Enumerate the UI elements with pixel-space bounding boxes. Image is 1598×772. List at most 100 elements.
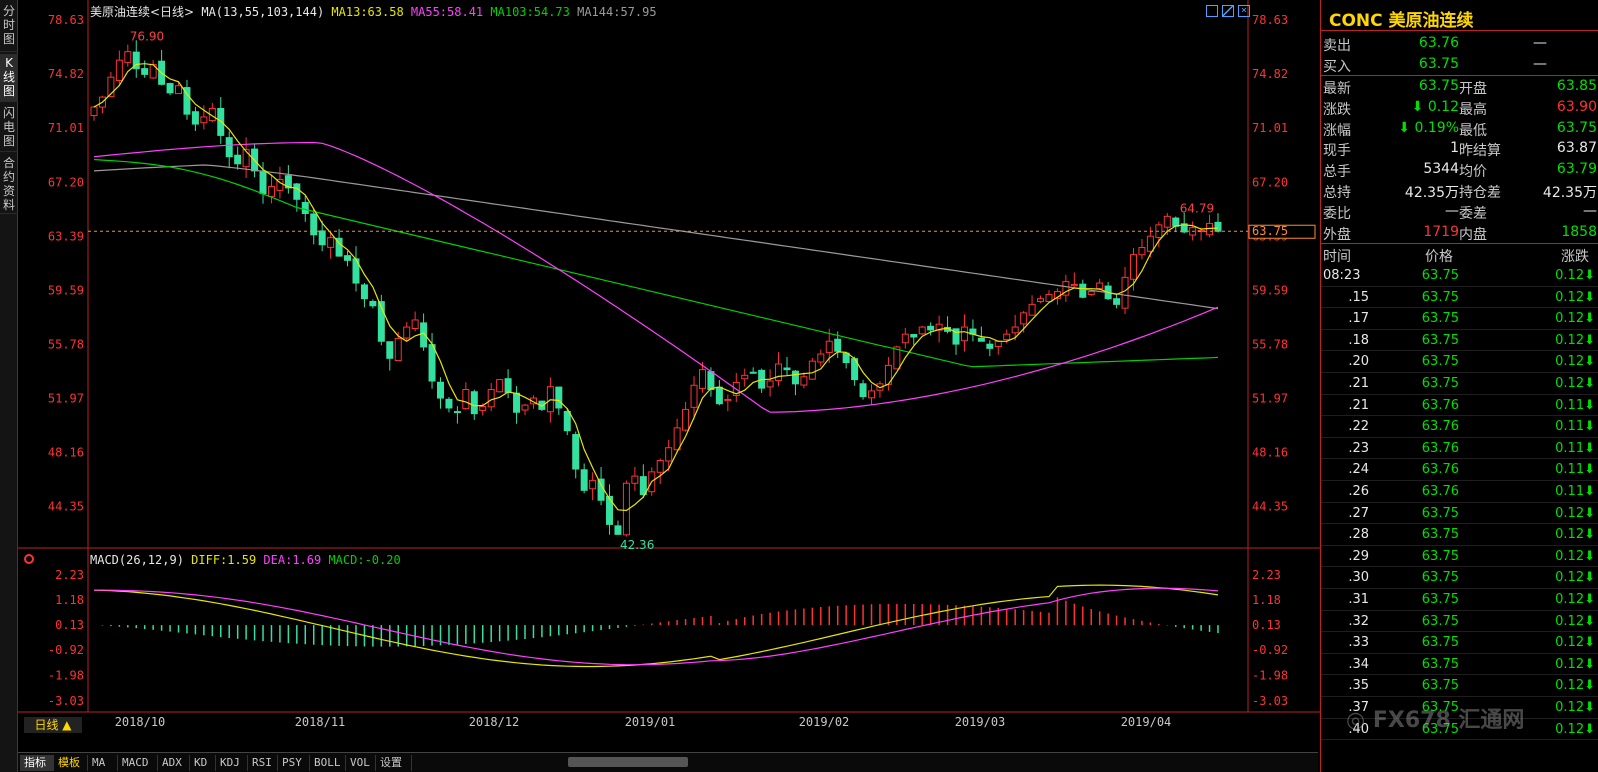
sell-label: 卖出 bbox=[1323, 38, 1351, 54]
indicator-tab-11[interactable]: 设置 bbox=[376, 755, 412, 771]
period-button[interactable]: 日线 ▲ bbox=[24, 717, 82, 733]
candle-body bbox=[1138, 247, 1146, 256]
quote-v2: 63.79 bbox=[1556, 161, 1597, 178]
tick-row: .17 63.75 0.12⬇ bbox=[1321, 308, 1598, 330]
buy-row: 买入 63.75 — bbox=[1321, 54, 1598, 75]
candle-body bbox=[994, 340, 1002, 348]
tick-p: 63.75 bbox=[1421, 376, 1459, 391]
last-price-tag: 63.75 bbox=[1252, 224, 1288, 238]
tick-t: .21 bbox=[1348, 397, 1369, 413]
candle-body bbox=[580, 469, 588, 491]
tick-p: 63.75 bbox=[1421, 289, 1459, 305]
tick-p: 63.75 bbox=[1421, 354, 1459, 370]
expand-icon[interactable] bbox=[1206, 5, 1218, 17]
ma103-value: MA103:54.73 bbox=[490, 5, 570, 19]
date-tick: 2019/03 bbox=[955, 715, 1006, 729]
candle-body bbox=[259, 170, 267, 195]
tick-row: 08:23 63.75 0.12⬇ bbox=[1321, 265, 1598, 287]
view-tab-2[interactable]: 闪电图 bbox=[0, 104, 18, 152]
candle-body bbox=[360, 284, 368, 300]
tick-c: 0.11⬇ bbox=[1555, 397, 1595, 413]
candle-body bbox=[1028, 303, 1036, 316]
price-tick-left: 44.35 bbox=[48, 500, 84, 514]
quote-l2: 最低 bbox=[1459, 122, 1487, 139]
indicator-tab-10[interactable]: VOL bbox=[346, 755, 376, 771]
tick-p: 63.75 bbox=[1421, 678, 1459, 694]
candle-body bbox=[462, 389, 470, 410]
tick-t: .23 bbox=[1348, 440, 1369, 456]
quote-row: 涨幅 ⬇ 0.19% 最低 63.75 bbox=[1321, 118, 1598, 139]
horizontal-scrollbar[interactable] bbox=[568, 757, 688, 767]
quote-row: 总手 5344 均价 63.79 bbox=[1321, 159, 1598, 180]
quote-panel: CONC 美原油连续 卖出 63.76 — 买入 63.75 — 最新 63.75… bbox=[1320, 0, 1598, 772]
tick-c: 0.12⬇ bbox=[1555, 635, 1595, 651]
zoom-icon[interactable] bbox=[1222, 5, 1234, 17]
macd-header: MACD(26,12,9) DIFF:1.59 DEA:1.69 MACD:-0… bbox=[90, 553, 401, 567]
quote-l1: 涨幅 bbox=[1323, 122, 1351, 139]
close-icon[interactable]: × bbox=[1238, 5, 1250, 17]
indicator-tab-5[interactable]: KD bbox=[190, 755, 216, 771]
tick-row: .21 63.76 0.11⬇ bbox=[1321, 395, 1598, 417]
candle-body bbox=[986, 343, 994, 349]
tick-t: .37 bbox=[1348, 700, 1369, 715]
candle-body bbox=[724, 398, 732, 402]
indicator-settings-icon[interactable] bbox=[24, 554, 34, 564]
macd-tick-right: 2.23 bbox=[1252, 568, 1281, 582]
candle-body bbox=[791, 370, 799, 385]
tick-p: 63.76 bbox=[1421, 440, 1459, 456]
price-tick-right: 71.01 bbox=[1252, 121, 1288, 135]
quote-l2: 昨结算 bbox=[1459, 143, 1501, 160]
buy-volume: — bbox=[1533, 56, 1547, 72]
tick-p: 63.75 bbox=[1421, 268, 1459, 283]
tick-row: .31 63.75 0.12⬇ bbox=[1321, 589, 1598, 611]
candle-body bbox=[555, 386, 563, 409]
quote-row: 委比 — 委差 — bbox=[1321, 201, 1598, 222]
ma103-line bbox=[93, 158, 1219, 368]
candle-body bbox=[834, 338, 842, 352]
quote-row: 涨跌 ⬇ 0.12 最高 63.90 bbox=[1321, 97, 1598, 118]
quote-v2: 63.85 bbox=[1556, 78, 1597, 94]
price-tick-left: 78.63 bbox=[48, 13, 84, 27]
indicator-tab-2[interactable]: MA bbox=[88, 755, 118, 771]
price-tick-left: 74.82 bbox=[48, 67, 84, 81]
indicator-tab-1[interactable]: 模板 bbox=[54, 755, 88, 771]
candle-body bbox=[276, 178, 284, 191]
quote-v2: 63.87 bbox=[1556, 140, 1597, 157]
date-tick: 2018/12 bbox=[469, 715, 520, 729]
candle-body bbox=[504, 378, 512, 393]
macd-label: MACD(26,12,9) bbox=[90, 553, 184, 567]
view-tab-1[interactable]: K线图 bbox=[0, 54, 18, 102]
tick-row: .20 63.75 0.12⬇ bbox=[1321, 351, 1598, 373]
tick-t: .35 bbox=[1348, 678, 1369, 694]
indicator-tab-9[interactable]: BOLL bbox=[310, 755, 346, 771]
tick-c: 0.12⬇ bbox=[1555, 268, 1595, 283]
quote-l2: 持仓差 bbox=[1459, 185, 1501, 201]
tick-t: 08:23 bbox=[1323, 268, 1361, 283]
tick-row: .34 63.75 0.12⬇ bbox=[1321, 654, 1598, 676]
view-tab-3[interactable]: 合约资料 bbox=[0, 154, 18, 214]
date-tick: 2018/10 bbox=[115, 715, 166, 729]
candle-body bbox=[952, 328, 960, 345]
tick-row: .26 63.76 0.11⬇ bbox=[1321, 481, 1598, 503]
candle-body bbox=[901, 333, 909, 344]
sell-row: 卖出 63.76 — bbox=[1321, 33, 1598, 54]
ma144-line bbox=[93, 164, 1219, 310]
kline-chart[interactable]: 78.63 78.63 74.82 74.82 71.01 71.01 67.20 67.20… bbox=[0, 0, 1320, 752]
candle-body bbox=[1129, 254, 1137, 280]
tick-t: .15 bbox=[1348, 289, 1369, 305]
dea-line bbox=[93, 587, 1219, 666]
indicator-tab-3[interactable]: MACD bbox=[118, 755, 158, 771]
candle-body bbox=[868, 390, 876, 399]
indicator-tab-4[interactable]: ADX bbox=[158, 755, 190, 771]
quote-l1: 现手 bbox=[1323, 143, 1351, 160]
indicator-tab-0[interactable]: 指标 bbox=[20, 755, 54, 771]
indicator-tab-7[interactable]: RSI bbox=[248, 755, 278, 771]
last-price-tag-box bbox=[1248, 224, 1316, 239]
tick-t: .30 bbox=[1348, 570, 1369, 586]
view-tab-0[interactable]: 分时图 bbox=[0, 2, 18, 52]
quote-row: 最新 63.75 开盘 63.85 bbox=[1321, 76, 1598, 97]
indicator-tab-6[interactable]: KDJ bbox=[216, 755, 248, 771]
candle-body bbox=[707, 371, 715, 391]
tick-row: .28 63.75 0.12⬇ bbox=[1321, 524, 1598, 546]
indicator-tab-8[interactable]: PSY bbox=[278, 755, 310, 771]
